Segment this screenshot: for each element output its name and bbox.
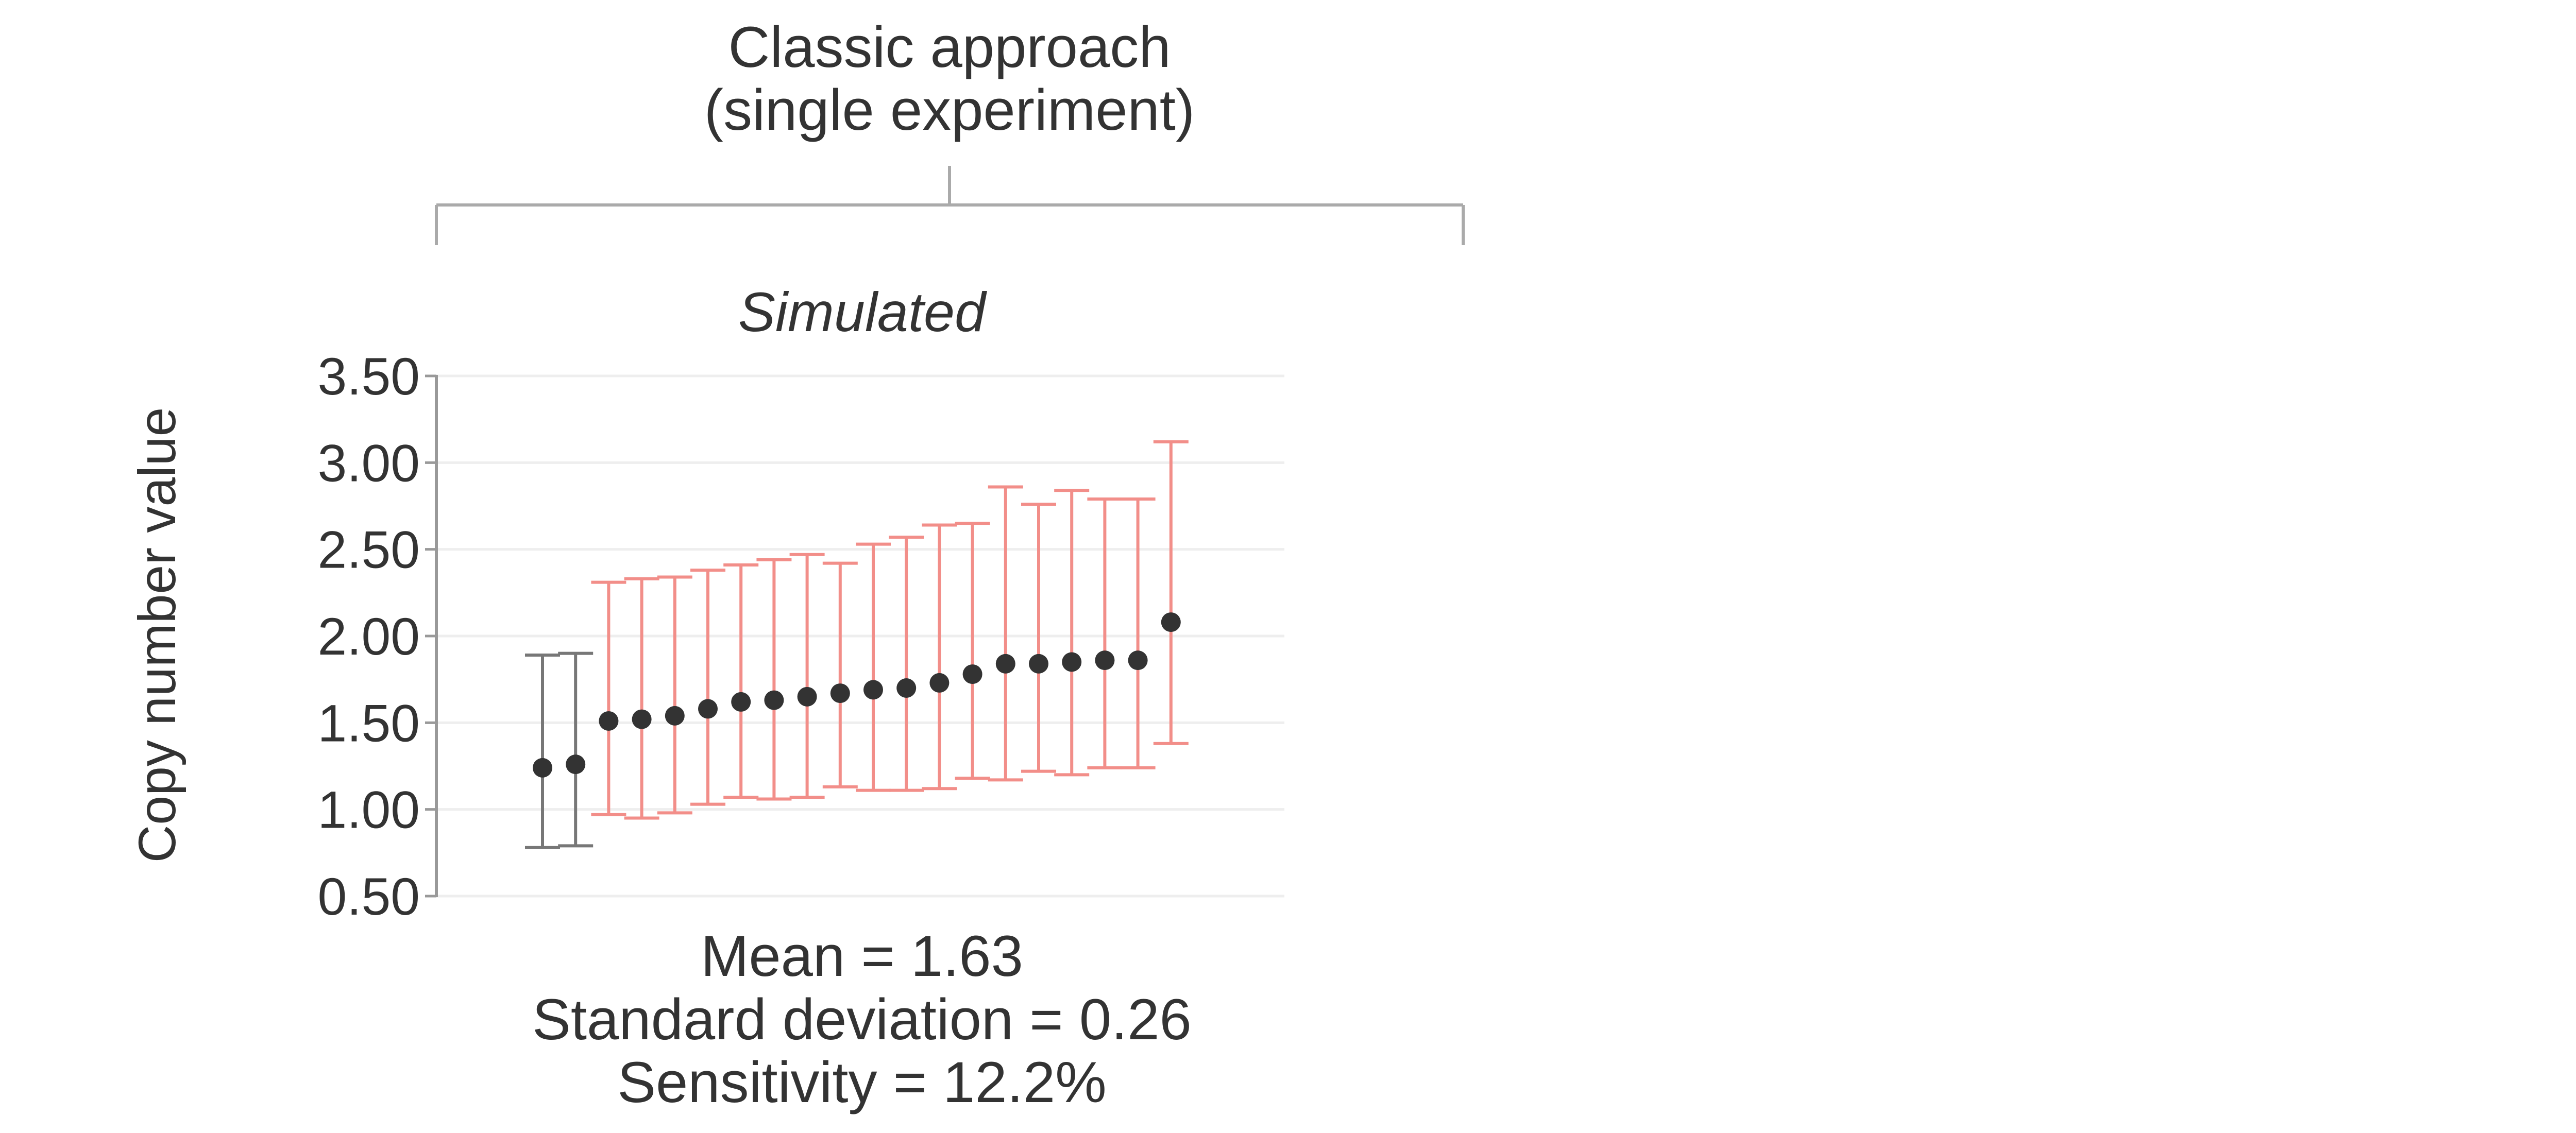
error-bar-group (1120, 497, 1156, 769)
error-bar-group (591, 580, 626, 816)
y-tick-label: 1.50 (317, 694, 420, 752)
data-point (830, 683, 850, 703)
y-axis-label: Copy number value (128, 407, 187, 863)
y-axis (425, 374, 438, 898)
stat-mean: Mean = 1.63 (701, 924, 1023, 988)
data-point (797, 686, 817, 707)
data-point (1029, 654, 1048, 674)
data-point (863, 680, 883, 700)
error-bar-group (1153, 440, 1189, 745)
error-bar-group (756, 558, 792, 801)
error-bar-group (723, 563, 759, 799)
data-point (698, 699, 718, 719)
data-point (599, 711, 619, 731)
data-point (1095, 650, 1115, 671)
error-bar-group (525, 654, 560, 849)
data-point (929, 673, 950, 693)
y-tick-label: 2.50 (317, 521, 420, 579)
data-point (896, 678, 917, 698)
error-bar-group (1087, 497, 1123, 769)
y-tick-label: 2.00 (317, 607, 420, 666)
error-bar-group (889, 536, 924, 792)
error-bar-group (988, 485, 1023, 782)
header-bracket (435, 166, 1465, 245)
error-bar-group (955, 522, 990, 780)
data-marks (525, 440, 1189, 849)
error-bar-group (1021, 503, 1056, 773)
data-point (533, 758, 552, 778)
error-bar-group (822, 561, 858, 788)
error-bar-group (922, 523, 957, 791)
data-point (1062, 652, 1082, 672)
data-point (731, 692, 751, 712)
data-point (764, 690, 784, 710)
data-point (665, 706, 685, 726)
y-tick-label: 3.50 (317, 347, 420, 406)
y-tick-labels: 0.50 1.00 1.50 2.00 2.50 3.00 3.50 (317, 347, 420, 926)
data-point (566, 754, 586, 775)
error-bar-group (1054, 489, 1090, 777)
y-tick-label: 3.00 (317, 434, 420, 492)
error-bar-group (624, 577, 659, 820)
y-tick-label: 1.00 (317, 781, 420, 839)
header-line-1: Classic approach (728, 15, 1171, 79)
error-bar-group (789, 553, 825, 799)
y-tick-label: 0.50 (317, 867, 420, 926)
error-bar-group (690, 569, 725, 806)
data-point (632, 709, 652, 729)
error-bar-group (657, 575, 692, 815)
error-bar-group (856, 542, 891, 792)
data-point (995, 654, 1015, 674)
data-point (962, 664, 982, 684)
stat-sensitivity: Sensitivity = 12.2% (617, 1050, 1106, 1114)
chart-subtitle: Simulated (738, 281, 987, 343)
error-bar-group (558, 651, 594, 848)
gridlines (436, 374, 1284, 898)
stat-standard-deviation: Standard deviation = 0.26 (532, 987, 1192, 1052)
data-point (1128, 650, 1148, 671)
header-line-2: (single experiment) (704, 78, 1195, 142)
data-point (1161, 612, 1181, 632)
